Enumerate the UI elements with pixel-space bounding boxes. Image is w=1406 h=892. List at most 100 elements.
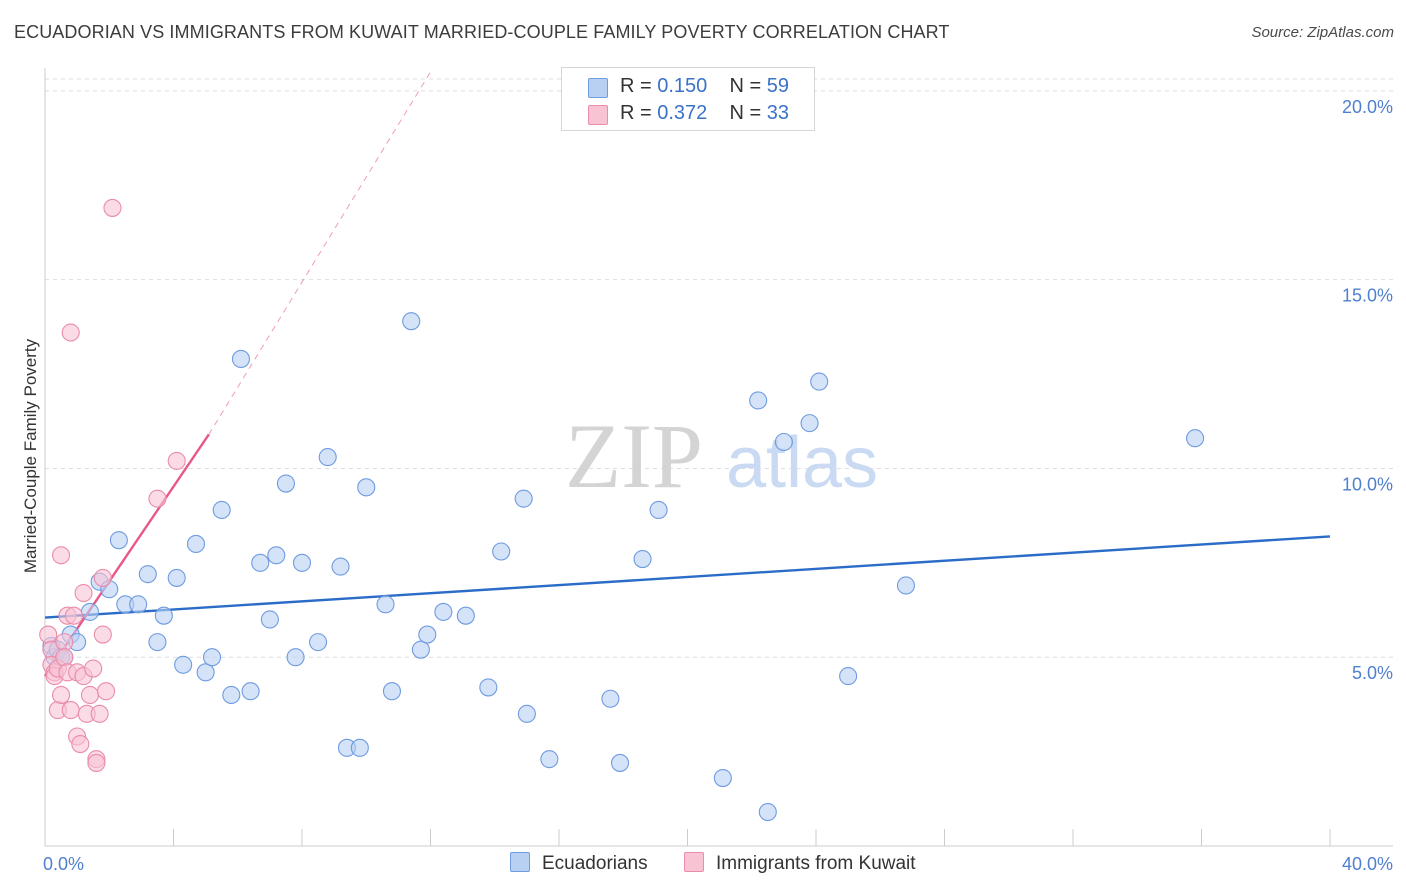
point-ecuadorians bbox=[810, 372, 829, 391]
bottom-legend-ecuadorians: Ecuadorians bbox=[510, 852, 648, 876]
legend-r-label: R = bbox=[620, 75, 658, 97]
point-ecuadorians bbox=[896, 576, 916, 595]
legend-swatch-pink bbox=[588, 105, 608, 125]
point-ecuadorians bbox=[318, 448, 337, 467]
point-kuwait bbox=[74, 583, 93, 603]
point-kuwait bbox=[167, 451, 186, 470]
point-ecuadorians bbox=[292, 553, 312, 572]
point-ecuadorians bbox=[514, 489, 533, 508]
point-ecuadorians bbox=[517, 704, 536, 723]
point-ecuadorians bbox=[260, 610, 279, 629]
point-ecuadorians bbox=[633, 550, 652, 569]
point-kuwait bbox=[55, 648, 74, 667]
point-ecuadorians bbox=[492, 542, 511, 561]
point-kuwait bbox=[64, 606, 83, 625]
axes bbox=[44, 68, 1393, 847]
point-ecuadorians bbox=[540, 750, 559, 769]
point-ecuadorians bbox=[758, 802, 777, 822]
point-ecuadorians bbox=[267, 546, 286, 565]
point-ecuadorians bbox=[434, 602, 453, 621]
point-ecuadorians bbox=[148, 633, 167, 652]
point-ecuadorians bbox=[402, 312, 421, 331]
y-axis-title: Married-Couple Family Poverty bbox=[21, 338, 40, 573]
point-ecuadorians bbox=[601, 689, 620, 708]
point-ecuadorians bbox=[418, 625, 437, 644]
point-ecuadorians bbox=[800, 414, 819, 433]
point-ecuadorians bbox=[154, 606, 173, 625]
bottom-legend-swatch-pink bbox=[684, 852, 704, 872]
point-ecuadorians bbox=[241, 682, 260, 701]
data-points bbox=[39, 198, 1205, 822]
legend-n-label: N = bbox=[729, 102, 767, 124]
point-ecuadorians bbox=[376, 595, 395, 614]
point-ecuadorians bbox=[350, 738, 369, 757]
point-kuwait bbox=[61, 323, 80, 342]
bottom-legend-label: Ecuadorians bbox=[542, 853, 648, 874]
point-ecuadorians bbox=[456, 606, 475, 625]
source-label: Source: ZipAtlas.com bbox=[1251, 24, 1394, 41]
point-ecuadorians bbox=[749, 391, 768, 410]
x-tick-label: 0.0% bbox=[43, 854, 84, 874]
point-ecuadorians bbox=[251, 553, 270, 572]
legend-n-value: 33 bbox=[766, 102, 790, 124]
point-kuwait bbox=[84, 659, 103, 678]
point-kuwait bbox=[93, 625, 112, 644]
point-ecuadorians bbox=[713, 768, 732, 788]
point-ecuadorians bbox=[222, 685, 241, 705]
point-ecuadorians bbox=[231, 349, 251, 368]
watermark-atlas: atlas bbox=[726, 423, 878, 503]
point-ecuadorians bbox=[479, 678, 498, 697]
y-tick-label: 10.0% bbox=[1342, 474, 1393, 494]
legend-n-value: 59 bbox=[766, 75, 790, 97]
point-ecuadorians bbox=[109, 531, 128, 550]
bottom-legend-swatch-blue bbox=[510, 852, 530, 872]
trend-lines bbox=[44, 71, 1331, 677]
point-ecuadorians bbox=[610, 753, 630, 772]
point-kuwait bbox=[52, 546, 71, 565]
point-kuwait bbox=[103, 198, 122, 217]
point-ecuadorians bbox=[80, 602, 100, 621]
point-ecuadorians bbox=[196, 663, 215, 682]
point-ecuadorians bbox=[174, 655, 193, 674]
y-tick-label: 20.0% bbox=[1342, 97, 1393, 117]
trend-dashed-kuwait bbox=[208, 71, 431, 435]
tick-labels: 5.0% 10.0% 15.0% 20.0% 0.0% 40.0% bbox=[43, 97, 1393, 874]
point-ecuadorians bbox=[309, 633, 328, 652]
point-ecuadorians bbox=[357, 478, 376, 497]
y-tick-label: 5.0% bbox=[1352, 663, 1393, 683]
point-kuwait bbox=[61, 701, 80, 720]
point-kuwait bbox=[90, 704, 109, 723]
point-ecuadorians bbox=[212, 500, 231, 520]
legend-swatch-blue bbox=[588, 78, 608, 98]
y-tick-label: 15.0% bbox=[1342, 286, 1393, 306]
point-kuwait bbox=[148, 489, 167, 508]
point-ecuadorians bbox=[138, 565, 157, 584]
point-kuwait bbox=[52, 685, 71, 705]
point-kuwait bbox=[71, 735, 90, 754]
point-ecuadorians bbox=[286, 648, 305, 667]
gridlines bbox=[45, 78, 1393, 658]
point-ecuadorians bbox=[411, 640, 430, 659]
point-ecuadorians bbox=[203, 648, 222, 667]
watermark-zip: ZIP bbox=[565, 405, 703, 507]
point-ecuadorians bbox=[129, 595, 148, 614]
point-kuwait bbox=[87, 753, 106, 772]
legend-r-label: R = bbox=[620, 102, 658, 124]
point-ecuadorians bbox=[186, 534, 206, 554]
point-ecuadorians bbox=[331, 557, 350, 576]
point-kuwait bbox=[55, 633, 74, 652]
point-ecuadorians bbox=[649, 500, 668, 520]
point-kuwait bbox=[93, 568, 112, 587]
point-ecuadorians bbox=[1186, 429, 1205, 448]
legend-r-value: 0.150 bbox=[657, 75, 708, 97]
point-kuwait bbox=[96, 682, 116, 701]
chart-title: ECUADORIAN VS IMMIGRANTS FROM KUWAIT MAR… bbox=[14, 22, 950, 42]
watermark: ZIP atlas bbox=[565, 405, 878, 507]
point-ecuadorians bbox=[839, 667, 858, 686]
bottom-legend-kuwait: Immigrants from Kuwait bbox=[684, 852, 916, 876]
point-kuwait bbox=[39, 625, 58, 644]
legend: R = 0.150 N = 59 R = 0.372 N = 33 bbox=[561, 67, 815, 131]
x-tick-label: 40.0% bbox=[1342, 854, 1393, 874]
bottom-legend-label: Immigrants from Kuwait bbox=[716, 853, 916, 874]
